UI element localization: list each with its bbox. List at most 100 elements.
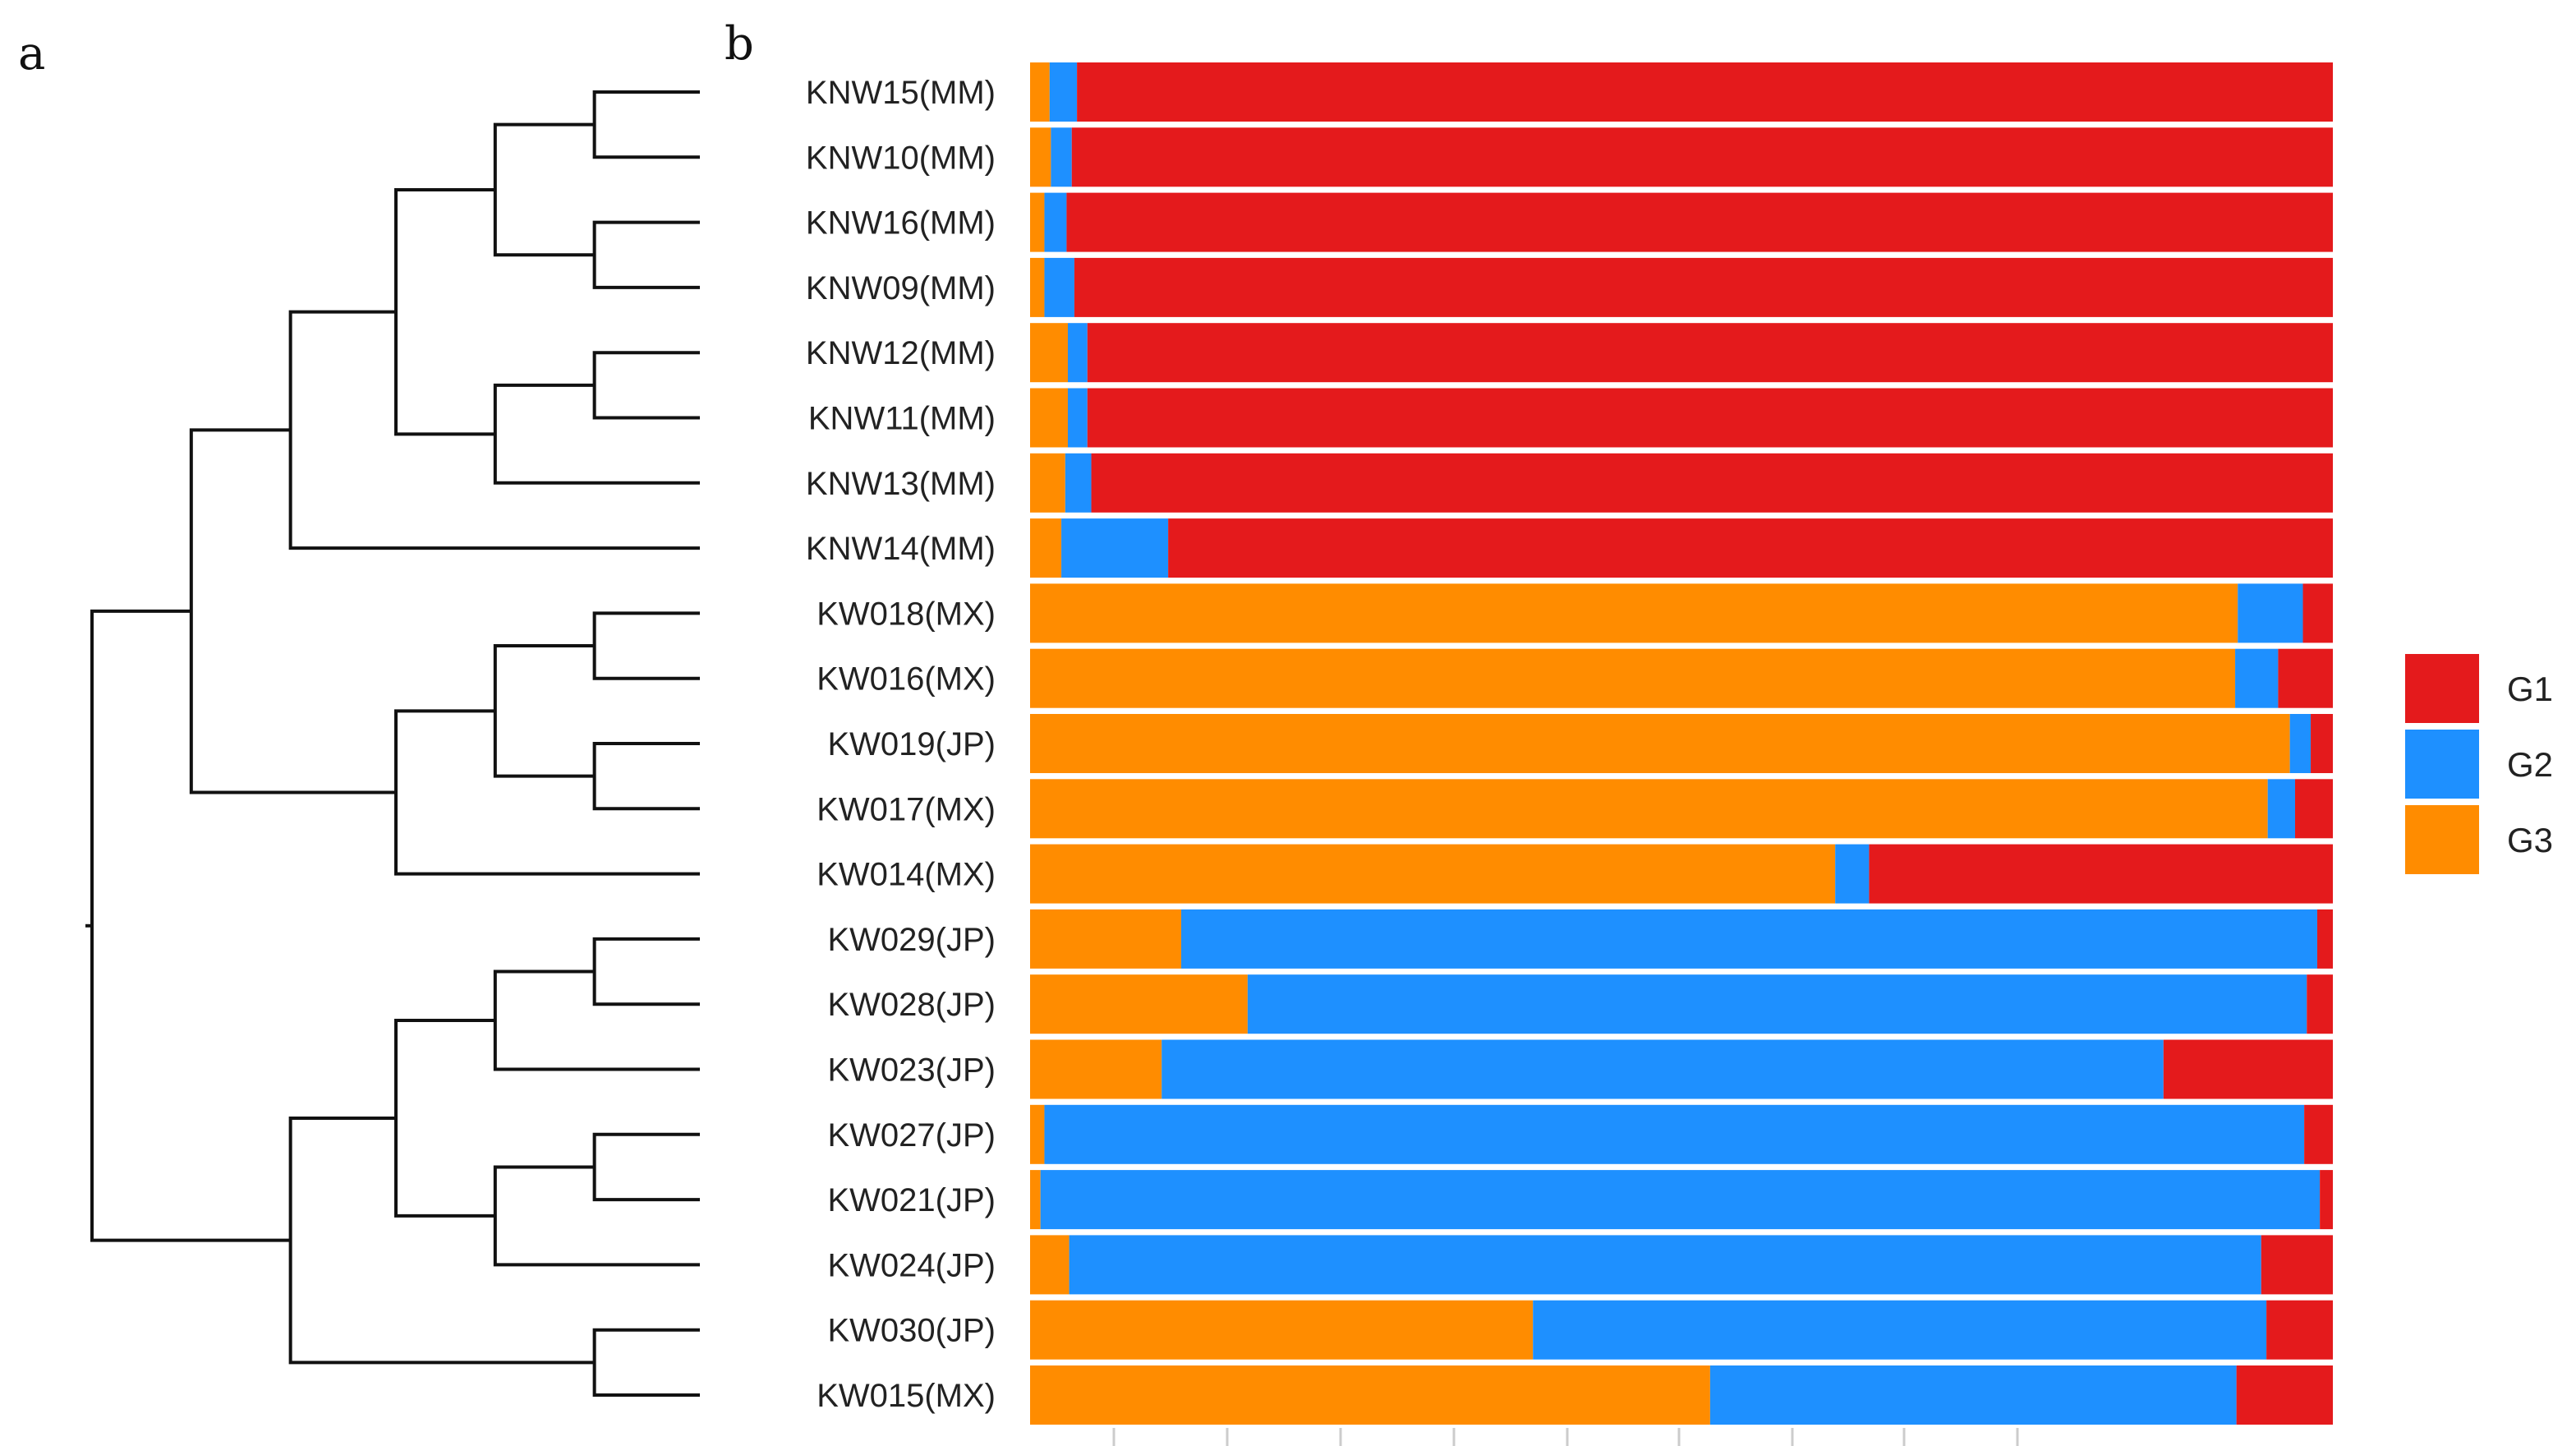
sample-label-kw027-jp: KW027(JP) bbox=[828, 1117, 996, 1154]
dendrogram-branch-15 bbox=[493, 1165, 700, 1267]
bar-kw014-mx-g2 bbox=[1835, 844, 1870, 904]
dendrogram-branch-9 bbox=[493, 644, 595, 778]
panel-label-a: a bbox=[18, 27, 45, 81]
bar-knw10-mm-g1 bbox=[1071, 127, 2333, 187]
sample-label-kw019-jp: KW019(JP) bbox=[828, 726, 996, 762]
bar-knw15-mm-g2 bbox=[1049, 62, 1078, 122]
sample-label-knw14-mm: KNW14(MM) bbox=[806, 531, 996, 567]
dendrogram-branch-13 bbox=[493, 969, 700, 1071]
bar-kw019-jp-g1 bbox=[2311, 714, 2333, 773]
bar-kw021-jp-g3 bbox=[1030, 1170, 1041, 1230]
bar-kw015-mx-g1 bbox=[2236, 1365, 2333, 1425]
bar-kw029-jp-g1 bbox=[2316, 909, 2333, 969]
bar-kw019-jp-g2 bbox=[2289, 714, 2312, 773]
bar-knw11-mm-g3 bbox=[1030, 388, 1068, 448]
sample-labels: KNW15(MM) KNW10(MM) KNW16(MM) KNW09(MM) KNW1… bbox=[806, 75, 996, 1414]
dendrogram-branch-3 bbox=[592, 351, 700, 420]
bar-kw030-jp-g2 bbox=[1533, 1300, 2267, 1360]
dendrogram-branch-17 bbox=[592, 1328, 700, 1397]
bar-kw028-jp-g3 bbox=[1030, 974, 1248, 1034]
bar-knw13-mm-g3 bbox=[1030, 453, 1065, 513]
dendrogram-branch-11 bbox=[189, 428, 396, 794]
sample-label-knw10-mm: KNW10(MM) bbox=[806, 140, 996, 176]
bar-kw021-jp-g1 bbox=[2320, 1170, 2333, 1230]
sample-label-kw023-jp: KW023(JP) bbox=[828, 1052, 996, 1089]
dendrogram bbox=[85, 90, 700, 1397]
bar-kw029-jp-g3 bbox=[1030, 909, 1181, 969]
dendrogram-branch-14 bbox=[592, 1132, 700, 1202]
bar-kw016-mx-g3 bbox=[1030, 648, 2236, 708]
bar-kw029-jp-g2 bbox=[1180, 909, 2317, 969]
bar-kw015-mx-g3 bbox=[1030, 1365, 1710, 1425]
sample-label-kw017-mx: KW017(MX) bbox=[816, 791, 996, 827]
bar-kw018-mx-g2 bbox=[2238, 583, 2303, 643]
sample-label-knw15-mm: KNW15(MM) bbox=[806, 75, 996, 111]
bar-knw15-mm-g1 bbox=[1077, 62, 2333, 122]
bar-knw16-mm-g3 bbox=[1030, 192, 1045, 252]
bar-knw15-mm-g3 bbox=[1030, 62, 1050, 122]
legend: G1 G2 G3 bbox=[2405, 654, 2553, 874]
bar-kw017-mx-g1 bbox=[2295, 779, 2333, 839]
bar-knw14-mm-g3 bbox=[1030, 518, 1062, 578]
dendrogram-branch-2 bbox=[493, 122, 595, 257]
bar-knw11-mm-g2 bbox=[1067, 388, 1088, 448]
legend-swatch-g1 bbox=[2405, 654, 2479, 723]
bar-kw015-mx-g2 bbox=[1709, 1365, 2237, 1425]
sample-label-knw13-mm: KNW13(MM) bbox=[806, 466, 996, 502]
sample-label-kw016-mx: KW016(MX) bbox=[816, 661, 996, 698]
panel-label-b: b bbox=[724, 17, 754, 71]
sample-label-knw12-mm: KNW12(MM) bbox=[806, 335, 996, 371]
bar-kw028-jp-g2 bbox=[1247, 974, 2307, 1034]
bar-kw030-jp-g1 bbox=[2266, 1300, 2333, 1360]
bar-kw016-mx-g2 bbox=[2235, 648, 2279, 708]
dendrogram-branch-16 bbox=[394, 1019, 495, 1218]
bar-kw018-mx-g3 bbox=[1030, 583, 2238, 643]
bar-kw017-mx-g2 bbox=[2267, 779, 2296, 839]
sample-label-kw014-mx: KW014(MX) bbox=[816, 857, 996, 893]
bar-knw14-mm-g1 bbox=[1168, 518, 2333, 578]
bar-kw024-jp-g3 bbox=[1030, 1235, 1070, 1295]
bar-kw019-jp-g3 bbox=[1030, 714, 2290, 773]
bar-kw014-mx-g3 bbox=[1030, 844, 1836, 904]
bar-knw12-mm-g1 bbox=[1087, 323, 2333, 383]
dendrogram-branch-10 bbox=[394, 709, 700, 876]
legend-label-g3: G3 bbox=[2507, 821, 2553, 859]
bar-kw021-jp-g2 bbox=[1040, 1170, 2321, 1230]
dendrogram-branch-8 bbox=[592, 742, 700, 811]
sample-label-kw029-jp: KW029(JP) bbox=[828, 922, 996, 958]
bar-kw028-jp-g1 bbox=[2307, 974, 2333, 1034]
bar-kw024-jp-g1 bbox=[2261, 1235, 2333, 1295]
dendrogram-branch-12 bbox=[592, 937, 700, 1006]
bar-kw030-jp-g3 bbox=[1030, 1300, 1534, 1360]
bar-knw13-mm-g2 bbox=[1065, 453, 1092, 513]
bar-knw10-mm-g2 bbox=[1051, 127, 1072, 187]
bar-kw027-jp-g3 bbox=[1030, 1104, 1045, 1164]
sample-label-knw11-mm: KNW11(MM) bbox=[808, 401, 996, 437]
bar-knw09-mm-g1 bbox=[1074, 257, 2333, 317]
legend-swatch-g2 bbox=[2405, 730, 2479, 799]
bar-kw018-mx-g1 bbox=[2302, 583, 2333, 643]
legend-label-g1: G1 bbox=[2507, 670, 2553, 708]
sample-label-kw028-jp: KW028(JP) bbox=[828, 987, 996, 1023]
bar-kw023-jp-g1 bbox=[2163, 1039, 2333, 1099]
bar-knw16-mm-g1 bbox=[1066, 192, 2333, 252]
bar-knw13-mm-g1 bbox=[1091, 453, 2333, 513]
bar-knw11-mm-g1 bbox=[1087, 388, 2333, 448]
bar-knw16-mm-g2 bbox=[1044, 192, 1067, 252]
bar-kw014-mx-g1 bbox=[1869, 844, 2333, 904]
dendrogram-branch-1 bbox=[592, 220, 700, 289]
dendrogram-branch-18 bbox=[288, 1116, 595, 1365]
sample-label-knw16-mm: KNW16(MM) bbox=[806, 205, 996, 242]
legend-swatch-g3 bbox=[2405, 805, 2479, 874]
bar-knw09-mm-g3 bbox=[1030, 257, 1045, 317]
dendrogram-branch-7 bbox=[592, 611, 700, 680]
bar-kw016-mx-g1 bbox=[2278, 648, 2333, 708]
sample-label-kw018-mx: KW018(MX) bbox=[816, 596, 996, 632]
bar-chart bbox=[1030, 62, 2333, 1425]
sample-label-kw024-jp: KW024(JP) bbox=[828, 1247, 996, 1283]
legend-label-g2: G2 bbox=[2507, 745, 2553, 784]
sample-label-kw030-jp: KW030(JP) bbox=[828, 1313, 996, 1349]
dendrogram-branch-0 bbox=[592, 90, 700, 159]
bar-kw027-jp-g1 bbox=[2304, 1104, 2333, 1164]
